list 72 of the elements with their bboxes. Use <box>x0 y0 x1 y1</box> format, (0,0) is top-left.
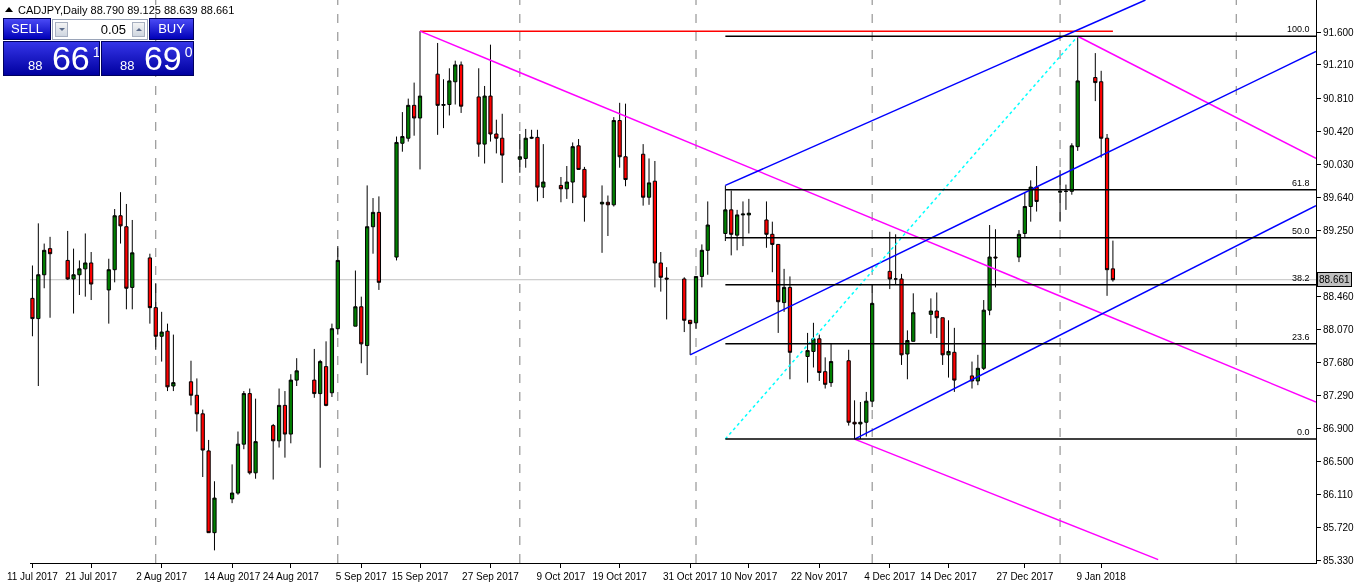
y-tick-label: 90.810 <box>1323 93 1355 105</box>
y-tick-label: 88.460 <box>1323 291 1355 303</box>
annotation: 100.0 <box>1287 24 1310 34</box>
candlestick <box>147 253 152 325</box>
x-tick-label: 11 Jul 2017 <box>6 571 59 582</box>
candlestick <box>652 160 658 288</box>
annotation: 88 66$^{1}$ <box>28 41 100 77</box>
buy-button: BUY <box>149 18 194 40</box>
annotation: 61.8 <box>1292 178 1310 188</box>
candlestick <box>605 195 611 237</box>
y-tick-label: 86.900 <box>1323 422 1355 434</box>
y-tick-label: 90.030 <box>1323 158 1355 170</box>
lot-size-field: 0.05 <box>52 19 148 40</box>
y-tick-label: 91.210 <box>1323 59 1355 71</box>
x-tick-label: 21 Jul 2017 <box>65 571 118 582</box>
x-tick-label: 15 Sep 2017 <box>391 571 449 582</box>
candlestick <box>47 236 53 319</box>
candlestick <box>329 323 335 398</box>
candlestick <box>599 184 605 254</box>
x-tick-label: 24 Aug 2017 <box>262 571 320 582</box>
candlestick <box>188 360 194 406</box>
x-tick-label: 9 Jan 2018 <box>1076 571 1127 582</box>
x-tick-label: 27 Sep 2017 <box>462 571 520 582</box>
annotation: 0.0 <box>1297 427 1310 437</box>
y-tick-label: 89.250 <box>1323 224 1355 236</box>
candlestick <box>376 195 382 291</box>
sell-button: SELL <box>3 18 51 40</box>
x-tick-label: 14 Aug 2017 <box>204 571 261 582</box>
annotation: 88 69$^{0}$ <box>120 41 193 77</box>
ref-line-label: 88.661 <box>1319 274 1351 285</box>
y-tick-label: 87.290 <box>1323 389 1355 401</box>
y-tick-label: 85.720 <box>1323 522 1355 534</box>
y-tick-label: 88.070 <box>1323 324 1355 336</box>
candlestick <box>746 198 751 234</box>
bid-price-box: 88 66$^{1}$ <box>3 41 100 76</box>
candlestick <box>417 30 423 170</box>
y-tick-label: 89.640 <box>1323 191 1355 203</box>
x-tick-label: 27 Dec 2017 <box>996 571 1054 582</box>
candlestick <box>271 423 276 481</box>
candlestick <box>229 463 235 504</box>
y-tick-label: 86.500 <box>1323 456 1355 468</box>
x-tick-label: 10 Nov 2017 <box>720 571 778 582</box>
candlestick <box>646 157 652 206</box>
y-tick-label: 85.330 <box>1323 554 1355 566</box>
x-tick-label: 5 Sep 2017 <box>335 571 388 582</box>
x-tick-label: 19 Oct 2017 <box>592 571 648 582</box>
candlestick <box>1110 240 1116 283</box>
candlestick <box>335 245 340 336</box>
ask-price-box: 88 69$^{0}$ <box>101 41 194 76</box>
candlestick <box>370 197 376 255</box>
y-tick-label: 87.680 <box>1323 356 1355 368</box>
chart-title: CADJPY,Daily 88.790 89.125 88.639 88.661 <box>18 3 235 16</box>
candlestick <box>693 275 699 330</box>
x-tick-label: 14 Dec 2017 <box>920 571 978 582</box>
annotation: 23.6 <box>1292 332 1310 342</box>
x-tick-label: 22 Nov 2017 <box>790 571 849 582</box>
y-tick-label: 90.420 <box>1323 125 1355 137</box>
candlestick <box>282 390 288 459</box>
candlestick <box>235 431 241 496</box>
annotation: 0.05 <box>100 22 126 38</box>
candlestick <box>276 388 282 449</box>
candlestick <box>641 143 646 207</box>
candlestick <box>558 176 564 203</box>
candlestick <box>323 340 329 407</box>
x-tick-label: 9 Oct 2017 <box>536 571 586 582</box>
annotation: 38.2 <box>1292 273 1310 283</box>
x-tick-label: 31 Oct 2017 <box>662 571 718 582</box>
x-tick-label: 2 Aug 2017 <box>136 571 188 582</box>
y-tick-label: 86.110 <box>1323 489 1354 501</box>
y-tick-label: 91.600 <box>1323 26 1355 38</box>
x-tick-label: 4 Dec 2017 <box>864 571 916 582</box>
annotation: 50.0 <box>1292 226 1310 236</box>
